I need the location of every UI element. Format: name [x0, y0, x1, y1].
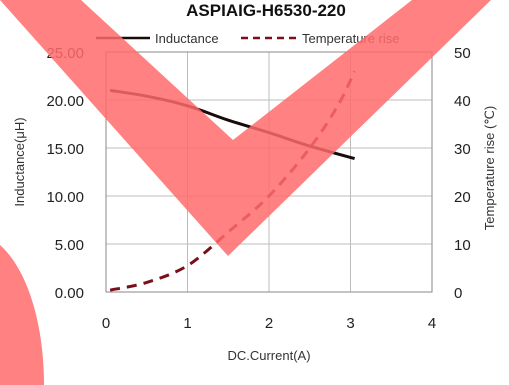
legend-label: Inductance — [155, 31, 219, 46]
overlay-v-shape — [0, 0, 491, 256]
y2-axis-label: Temperature rise (℃) — [482, 106, 497, 230]
chart-title: ASPIAIG-H6530-220 — [186, 1, 346, 20]
plot-area-border — [105, 51, 433, 293]
x-axis-ticks: 0 1 2 3 4 — [102, 315, 436, 332]
x-tick-label: 3 — [346, 315, 354, 332]
y2-tick-label: 10 — [454, 237, 471, 254]
x-tick-label: 1 — [183, 315, 191, 332]
overlay-corner-shape — [0, 245, 44, 385]
y2-tick-label: 30 — [454, 141, 471, 158]
y2-tick-label: 50 — [454, 45, 471, 62]
y2-axis-ticks: 0 10 20 30 40 50 — [454, 45, 471, 302]
y-tick-label: 15.00 — [46, 141, 84, 158]
x-tick-label: 2 — [265, 315, 273, 332]
x-tick-label: 0 — [102, 315, 110, 332]
decorative-overlay — [0, 0, 491, 385]
y2-tick-label: 0 — [454, 285, 462, 302]
axes — [105, 51, 433, 293]
y-tick-label: 5.00 — [55, 237, 84, 254]
y-tick-label: 0.00 — [55, 285, 84, 302]
legend: Inductance Temperature rise — [96, 31, 400, 46]
y2-tick-label: 20 — [454, 189, 471, 206]
y-axis-label: Inductance(μH) — [12, 117, 27, 206]
y-tick-label: 20.00 — [46, 93, 84, 110]
y2-tick-label: 40 — [454, 93, 471, 110]
x-axis-label: DC.Current(A) — [227, 348, 310, 363]
x-tick-label: 4 — [428, 315, 436, 332]
y-tick-label: 10.00 — [46, 189, 84, 206]
